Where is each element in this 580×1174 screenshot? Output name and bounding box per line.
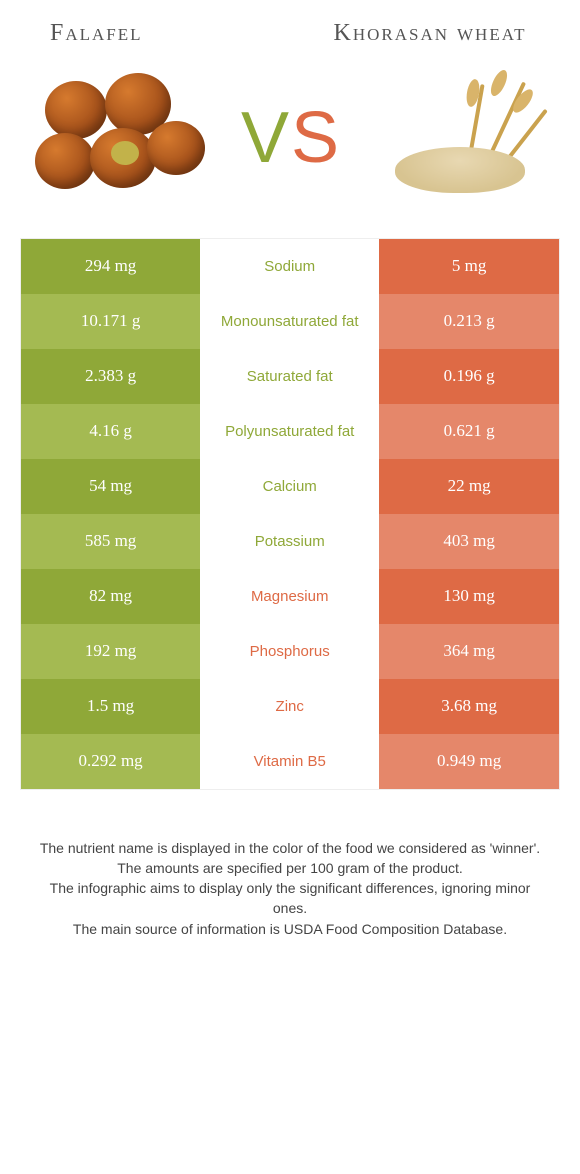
nutrient-label-cell: Polyunsaturated fat bbox=[200, 404, 379, 459]
nutrient-label-cell: Phosphorus bbox=[200, 624, 379, 679]
right-value-cell: 403 mg bbox=[379, 514, 559, 569]
right-food-title: Khorasan wheat bbox=[320, 20, 540, 48]
nutrient-label-cell: Magnesium bbox=[200, 569, 379, 624]
nutrient-label-cell: Sodium bbox=[200, 239, 379, 294]
table-row: 192 mgPhosphorus364 mg bbox=[21, 624, 559, 679]
left-food-image bbox=[30, 68, 210, 208]
left-value-cell: 192 mg bbox=[21, 624, 200, 679]
nutrient-label-cell: Potassium bbox=[200, 514, 379, 569]
nutrient-label-cell: Monounsaturated fat bbox=[200, 294, 379, 349]
comparison-table: 294 mgSodium5 mg10.171 gMonounsaturated … bbox=[20, 238, 560, 790]
table-row: 0.292 mgVitamin B50.949 mg bbox=[21, 734, 559, 789]
footnote-line: The main source of information is USDA F… bbox=[38, 919, 542, 939]
nutrient-label-cell: Zinc bbox=[200, 679, 379, 734]
left-value-cell: 294 mg bbox=[21, 239, 200, 294]
wheat-illustration bbox=[375, 73, 545, 203]
table-row: 82 mgMagnesium130 mg bbox=[21, 569, 559, 624]
table-row: 54 mgCalcium22 mg bbox=[21, 459, 559, 514]
nutrient-label-cell: Saturated fat bbox=[200, 349, 379, 404]
nutrient-label-cell: Calcium bbox=[200, 459, 379, 514]
right-value-cell: 130 mg bbox=[379, 569, 559, 624]
footnote-line: The amounts are specified per 100 gram o… bbox=[38, 858, 542, 878]
table-row: 4.16 gPolyunsaturated fat0.621 g bbox=[21, 404, 559, 459]
table-row: 294 mgSodium5 mg bbox=[21, 239, 559, 294]
header: Falafel Khorasan wheat bbox=[0, 0, 580, 58]
right-value-cell: 0.213 g bbox=[379, 294, 559, 349]
right-value-cell: 364 mg bbox=[379, 624, 559, 679]
left-value-cell: 54 mg bbox=[21, 459, 200, 514]
vs-label: VS bbox=[241, 97, 339, 179]
footnotes: The nutrient name is displayed in the co… bbox=[0, 790, 580, 939]
left-value-cell: 2.383 g bbox=[21, 349, 200, 404]
footnote-line: The nutrient name is displayed in the co… bbox=[38, 838, 542, 858]
right-value-cell: 22 mg bbox=[379, 459, 559, 514]
right-value-cell: 0.621 g bbox=[379, 404, 559, 459]
vs-v: V bbox=[241, 97, 289, 179]
table-row: 2.383 gSaturated fat0.196 g bbox=[21, 349, 559, 404]
table-row: 585 mgPotassium403 mg bbox=[21, 514, 559, 569]
left-value-cell: 0.292 mg bbox=[21, 734, 200, 789]
left-value-cell: 82 mg bbox=[21, 569, 200, 624]
falafel-illustration bbox=[35, 73, 205, 203]
right-value-cell: 5 mg bbox=[379, 239, 559, 294]
table-row: 10.171 gMonounsaturated fat0.213 g bbox=[21, 294, 559, 349]
table-row: 1.5 mgZinc3.68 mg bbox=[21, 679, 559, 734]
right-value-cell: 0.949 mg bbox=[379, 734, 559, 789]
right-value-cell: 3.68 mg bbox=[379, 679, 559, 734]
left-value-cell: 585 mg bbox=[21, 514, 200, 569]
nutrient-label-cell: Vitamin B5 bbox=[200, 734, 379, 789]
vs-s: S bbox=[291, 97, 339, 179]
hero-row: VS bbox=[0, 58, 580, 238]
footnote-line: The infographic aims to display only the… bbox=[38, 878, 542, 919]
right-food-image bbox=[370, 68, 550, 208]
right-value-cell: 0.196 g bbox=[379, 349, 559, 404]
left-value-cell: 10.171 g bbox=[21, 294, 200, 349]
left-value-cell: 1.5 mg bbox=[21, 679, 200, 734]
left-value-cell: 4.16 g bbox=[21, 404, 200, 459]
left-food-title: Falafel bbox=[40, 20, 240, 47]
